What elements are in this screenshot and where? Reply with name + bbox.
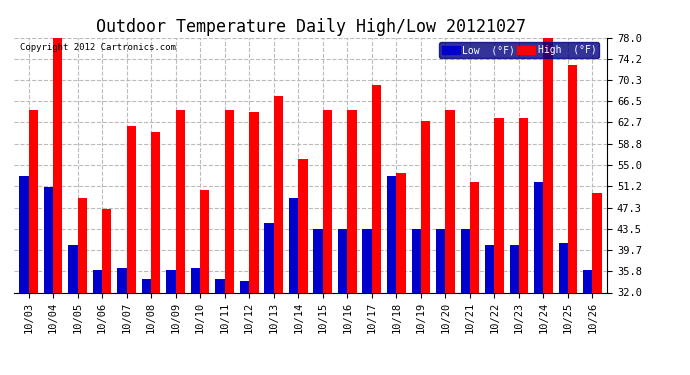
Bar	[289, 198, 298, 375]
Bar	[53, 38, 62, 375]
Bar	[19, 176, 28, 375]
Bar	[534, 182, 544, 375]
Bar	[77, 198, 87, 375]
Bar	[544, 32, 553, 375]
Bar	[470, 182, 479, 375]
Bar	[372, 85, 381, 375]
Bar	[347, 110, 357, 375]
Bar	[298, 159, 308, 375]
Bar	[485, 245, 495, 375]
Bar	[68, 245, 77, 375]
Bar	[43, 187, 53, 375]
Legend: Low  (°F), High  (°F): Low (°F), High (°F)	[439, 42, 600, 58]
Bar	[225, 110, 234, 375]
Bar	[176, 110, 185, 375]
Bar	[436, 229, 445, 375]
Bar	[387, 176, 396, 375]
Bar	[151, 132, 161, 375]
Bar	[411, 229, 421, 375]
Bar	[583, 270, 593, 375]
Title: Outdoor Temperature Daily High/Low 20121027: Outdoor Temperature Daily High/Low 20121…	[95, 18, 526, 36]
Bar	[313, 229, 323, 375]
Bar	[421, 121, 430, 375]
Bar	[264, 223, 274, 375]
Bar	[495, 118, 504, 375]
Bar	[240, 281, 249, 375]
Bar	[460, 229, 470, 375]
Bar	[593, 193, 602, 375]
Bar	[559, 243, 568, 375]
Bar	[274, 96, 283, 375]
Bar	[191, 267, 200, 375]
Bar	[166, 270, 176, 375]
Bar	[117, 267, 126, 375]
Bar	[102, 209, 111, 375]
Bar	[200, 190, 210, 375]
Bar	[142, 279, 151, 375]
Bar	[323, 110, 332, 375]
Bar	[396, 173, 406, 375]
Bar	[215, 279, 225, 375]
Text: Copyright 2012 Cartronics.com: Copyright 2012 Cartronics.com	[20, 43, 176, 52]
Bar	[92, 270, 102, 375]
Bar	[338, 229, 347, 375]
Bar	[568, 65, 578, 375]
Bar	[126, 126, 136, 375]
Bar	[28, 110, 38, 375]
Bar	[445, 110, 455, 375]
Bar	[519, 118, 529, 375]
Bar	[362, 229, 372, 375]
Bar	[510, 245, 519, 375]
Bar	[249, 112, 259, 375]
